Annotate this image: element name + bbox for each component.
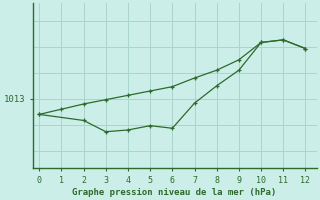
X-axis label: Graphe pression niveau de la mer (hPa): Graphe pression niveau de la mer (hPa) <box>72 188 277 197</box>
